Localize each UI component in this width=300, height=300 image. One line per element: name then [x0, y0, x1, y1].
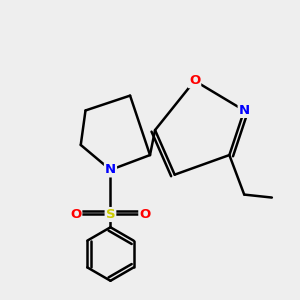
Text: O: O [189, 74, 200, 87]
Text: O: O [70, 208, 81, 221]
Text: N: N [105, 164, 116, 176]
Text: N: N [239, 104, 250, 117]
Text: O: O [139, 208, 151, 221]
Text: S: S [106, 208, 115, 221]
